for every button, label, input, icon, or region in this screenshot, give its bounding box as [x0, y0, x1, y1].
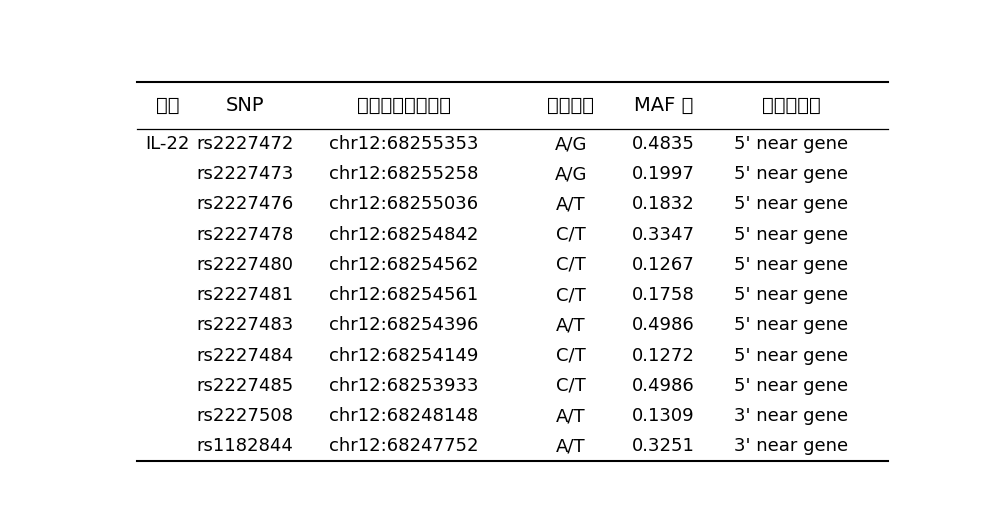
Text: chr12:68253933: chr12:68253933 — [329, 377, 479, 395]
Text: 基因: 基因 — [156, 96, 179, 115]
Text: C/T: C/T — [556, 226, 586, 244]
Text: rs2227473: rs2227473 — [196, 165, 294, 183]
Text: chr12:68248148: chr12:68248148 — [329, 407, 479, 425]
Text: 0.4986: 0.4986 — [632, 316, 695, 334]
Text: rs2227485: rs2227485 — [196, 377, 294, 395]
Text: C/T: C/T — [556, 377, 586, 395]
Text: chr12:68255353: chr12:68255353 — [329, 135, 479, 153]
Text: 5' near gene: 5' near gene — [734, 377, 849, 395]
Text: 0.1758: 0.1758 — [632, 286, 695, 304]
Text: chr12:68254561: chr12:68254561 — [329, 286, 479, 304]
Text: 所属功能区: 所属功能区 — [762, 96, 821, 115]
Text: rs2227472: rs2227472 — [196, 135, 294, 153]
Text: C/T: C/T — [556, 347, 586, 365]
Text: 0.1832: 0.1832 — [632, 196, 695, 214]
Text: 0.1267: 0.1267 — [632, 256, 695, 274]
Text: A/T: A/T — [556, 437, 585, 455]
Text: rs2227483: rs2227483 — [196, 316, 294, 334]
Text: chr12:68255258: chr12:68255258 — [329, 165, 479, 183]
Text: A/T: A/T — [556, 316, 585, 334]
Text: rs2227484: rs2227484 — [196, 347, 294, 365]
Text: 5' near gene: 5' near gene — [734, 135, 849, 153]
Text: rs2227508: rs2227508 — [197, 407, 294, 425]
Text: chr12:68254149: chr12:68254149 — [329, 347, 479, 365]
Text: rs2227476: rs2227476 — [196, 196, 294, 214]
Text: chr12:68254562: chr12:68254562 — [329, 256, 479, 274]
Text: A/T: A/T — [556, 196, 585, 214]
Text: 5' near gene: 5' near gene — [734, 316, 849, 334]
Text: 0.1997: 0.1997 — [632, 165, 695, 183]
Text: rs2227481: rs2227481 — [197, 286, 294, 304]
Text: 5' near gene: 5' near gene — [734, 347, 849, 365]
Text: rs1182844: rs1182844 — [197, 437, 294, 455]
Text: chr12:68254842: chr12:68254842 — [329, 226, 479, 244]
Text: 0.1309: 0.1309 — [632, 407, 695, 425]
Text: A/T: A/T — [556, 407, 585, 425]
Text: 0.3251: 0.3251 — [632, 437, 695, 455]
Text: 5' near gene: 5' near gene — [734, 196, 849, 214]
Text: 5' near gene: 5' near gene — [734, 286, 849, 304]
Text: 等位基因: 等位基因 — [547, 96, 594, 115]
Text: 0.4986: 0.4986 — [632, 377, 695, 395]
Text: A/G: A/G — [554, 135, 587, 153]
Text: C/T: C/T — [556, 256, 586, 274]
Text: rs2227478: rs2227478 — [196, 226, 294, 244]
Text: 5' near gene: 5' near gene — [734, 256, 849, 274]
Text: 5' near gene: 5' near gene — [734, 165, 849, 183]
Text: SNP: SNP — [226, 96, 264, 115]
Text: MAF 值: MAF 值 — [634, 96, 693, 115]
Text: 5' near gene: 5' near gene — [734, 226, 849, 244]
Text: 染色质上对应位置: 染色质上对应位置 — [357, 96, 451, 115]
Text: 3' near gene: 3' near gene — [734, 437, 849, 455]
Text: A/G: A/G — [554, 165, 587, 183]
Text: chr12:68255036: chr12:68255036 — [329, 196, 479, 214]
Text: IL-22: IL-22 — [145, 135, 190, 153]
Text: C/T: C/T — [556, 286, 586, 304]
Text: rs2227480: rs2227480 — [197, 256, 294, 274]
Text: chr12:68247752: chr12:68247752 — [329, 437, 479, 455]
Text: 0.3347: 0.3347 — [632, 226, 695, 244]
Text: 0.1272: 0.1272 — [632, 347, 695, 365]
Text: 3' near gene: 3' near gene — [734, 407, 849, 425]
Text: 0.4835: 0.4835 — [632, 135, 695, 153]
Text: chr12:68254396: chr12:68254396 — [329, 316, 479, 334]
